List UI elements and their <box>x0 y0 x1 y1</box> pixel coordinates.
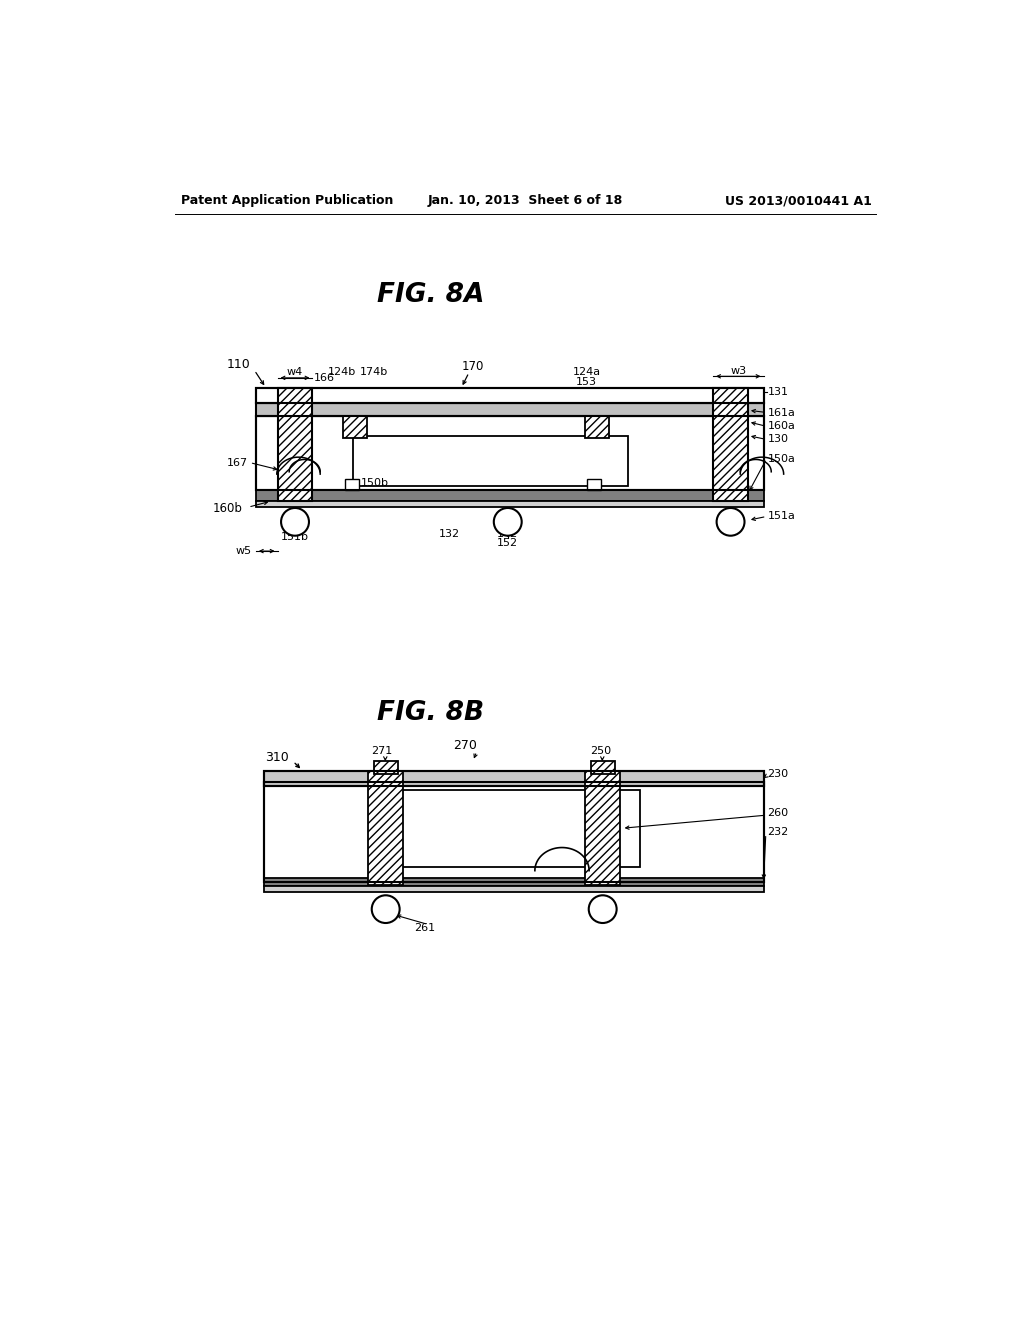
Bar <box>256 502 764 507</box>
Text: 230: 230 <box>767 770 788 779</box>
Text: 142: 142 <box>497 529 518 539</box>
Bar <box>263 781 764 882</box>
Bar <box>263 771 764 785</box>
Text: 160b: 160b <box>213 502 243 515</box>
Text: 130: 130 <box>767 434 788 445</box>
Text: 310: 310 <box>265 751 289 764</box>
Text: 110: 110 <box>226 358 251 371</box>
Text: 153: 153 <box>577 376 597 387</box>
Circle shape <box>589 895 616 923</box>
Text: 132: 132 <box>439 529 460 539</box>
Circle shape <box>281 508 309 536</box>
Bar <box>343 416 367 438</box>
Text: Jan. 10, 2013  Sheet 6 of 18: Jan. 10, 2013 Sheet 6 of 18 <box>427 194 623 207</box>
Text: 260: 260 <box>767 808 788 818</box>
Text: 270: 270 <box>454 739 477 752</box>
Text: 160a: 160a <box>767 421 796 432</box>
Text: 124a: 124a <box>572 367 601 376</box>
Circle shape <box>372 895 399 923</box>
Circle shape <box>494 508 521 536</box>
Bar <box>263 781 764 882</box>
Bar <box>256 416 764 490</box>
Text: FIG. 8A: FIG. 8A <box>377 282 484 309</box>
Bar <box>586 771 621 884</box>
Bar <box>352 436 628 486</box>
Text: w5: w5 <box>236 546 252 556</box>
Bar <box>263 771 764 785</box>
Text: 151b: 151b <box>281 532 308 543</box>
Text: 131: 131 <box>767 387 788 397</box>
Text: 232: 232 <box>767 828 788 837</box>
Bar <box>256 404 764 416</box>
Circle shape <box>717 508 744 536</box>
Text: FIG. 8B: FIG. 8B <box>377 700 483 726</box>
Bar <box>263 886 764 892</box>
Text: 150a: 150a <box>767 454 796 463</box>
Text: 151a: 151a <box>767 511 796 521</box>
Text: 174b: 174b <box>360 367 388 376</box>
Text: 150b: 150b <box>360 478 388 488</box>
Bar <box>256 388 764 404</box>
Text: 170: 170 <box>461 360 483 372</box>
Text: 167: 167 <box>227 458 248 467</box>
Bar <box>278 388 312 502</box>
Bar <box>586 416 608 438</box>
Text: 152: 152 <box>498 539 518 548</box>
Bar <box>256 490 764 502</box>
Text: 166: 166 <box>314 372 335 383</box>
Text: Patent Application Publication: Patent Application Publication <box>180 194 393 207</box>
Text: 161a: 161a <box>767 408 796 417</box>
Text: w4: w4 <box>287 367 303 378</box>
Bar <box>369 771 403 884</box>
Bar <box>256 388 764 404</box>
Bar <box>375 762 397 775</box>
Text: 261: 261 <box>414 924 435 933</box>
Bar <box>713 388 748 502</box>
Bar <box>345 479 359 490</box>
Text: w3: w3 <box>730 366 746 376</box>
Text: 271: 271 <box>371 746 392 756</box>
Bar <box>591 762 614 775</box>
Bar <box>376 789 640 867</box>
Bar <box>256 416 764 490</box>
Text: 250: 250 <box>590 746 611 756</box>
Text: 124b: 124b <box>328 367 356 376</box>
Bar <box>263 878 764 886</box>
Text: US 2013/0010441 A1: US 2013/0010441 A1 <box>725 194 872 207</box>
Bar <box>587 479 601 490</box>
